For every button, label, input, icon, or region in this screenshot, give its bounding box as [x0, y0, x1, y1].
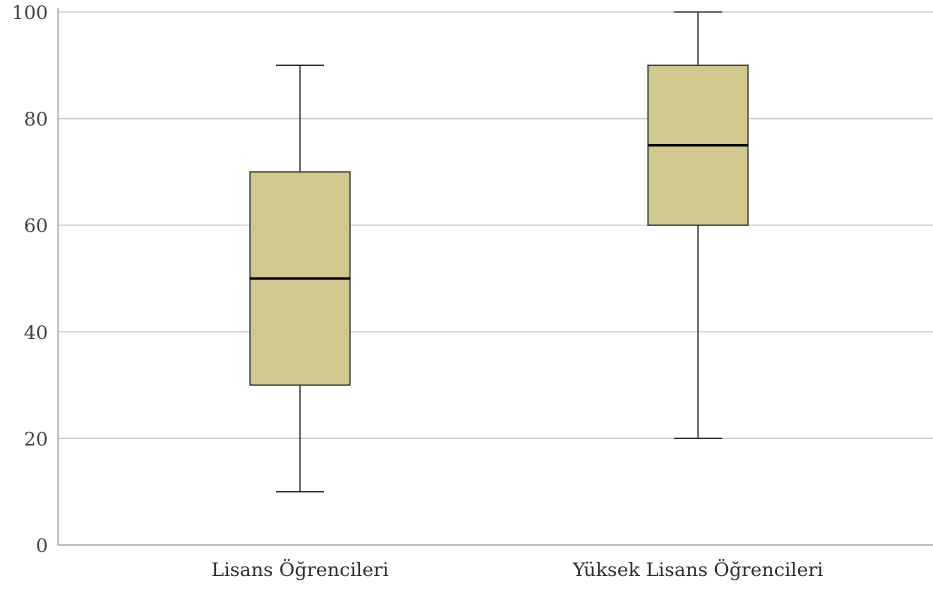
y-tick-label-20: 20 [24, 428, 48, 450]
y-tick-label-60: 60 [24, 215, 48, 237]
y-tick-labels: 0 20 40 60 80 100 [12, 2, 48, 557]
y-tick-label-80: 80 [24, 109, 48, 131]
grid-lines [58, 11, 933, 439]
y-tick-label-100: 100 [12, 2, 48, 24]
box-group-1 [647, 11, 749, 440]
x-category-label-0: Lisans Öğrencileri [211, 558, 388, 581]
y-tick-label-0: 0 [36, 535, 48, 557]
box-group-0 [249, 64, 351, 493]
boxes [249, 11, 749, 493]
y-tick-label-40: 40 [24, 322, 48, 344]
x-category-label-1: Yüksek Lisans Öğrencileri [572, 558, 824, 581]
axes [57, 8, 933, 546]
category-labels: Lisans Öğrencileri Yüksek Lisans Öğrencil… [211, 558, 823, 581]
